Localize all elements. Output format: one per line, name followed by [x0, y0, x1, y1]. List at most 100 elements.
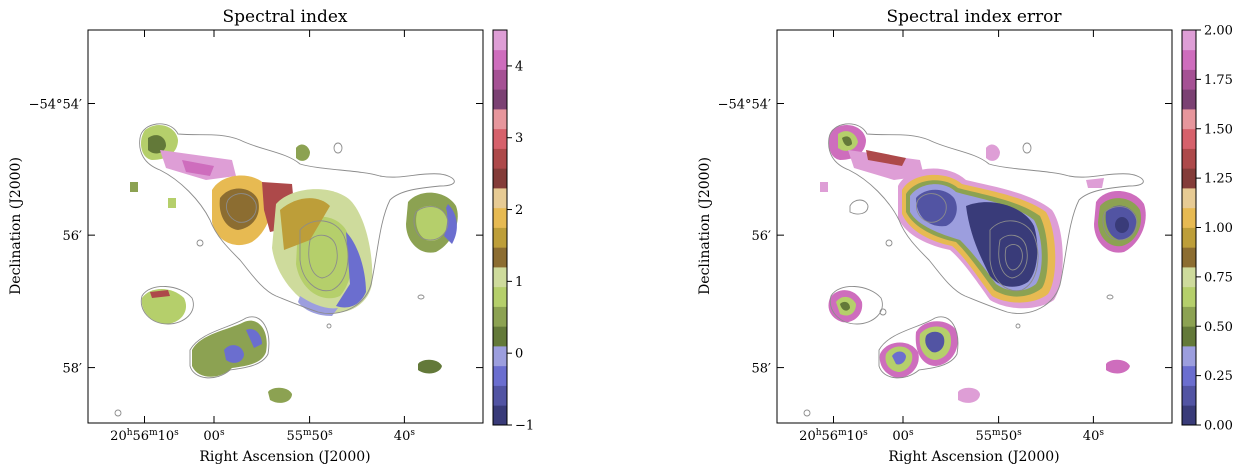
colorbar-segment — [493, 89, 507, 110]
colorbar-segment — [1182, 405, 1196, 426]
colorbar-segment — [1182, 385, 1196, 406]
colorbar-segment — [1182, 227, 1196, 248]
blob-c-gold — [280, 198, 330, 250]
ra-tick-label: 00s — [203, 428, 225, 444]
err-blob-a1-core — [842, 136, 852, 146]
colorbar-tick-label: 3 — [515, 131, 523, 146]
right-contours — [803, 123, 1144, 417]
blob-g — [268, 387, 292, 403]
err-blob-d-center — [1115, 217, 1129, 233]
err-blob-e-core — [840, 301, 850, 311]
colorbar-tick-label: 0 — [515, 347, 523, 362]
colorbar-segment — [493, 30, 507, 51]
contour-small-2 — [196, 239, 204, 247]
contour-small-3 — [417, 294, 425, 300]
spectral-index-error-panel: Spectral index error — [697, 7, 1233, 465]
colorbar-segment — [1182, 30, 1196, 51]
bridge-magenta — [182, 160, 214, 176]
right-ra-ticks: 20h56m10s 00s 55m50s 40s — [799, 30, 1104, 444]
left-xlabel: Right Ascension (J2000) — [199, 449, 370, 465]
colorbar-tick-label: 1 — [515, 275, 523, 290]
blob-c-edge — [298, 296, 338, 316]
spectral-index-panel: Spectral index — [8, 7, 534, 465]
err-blob-g — [958, 387, 980, 403]
colorbar-segment — [493, 346, 507, 367]
contour-inner-2 — [308, 234, 338, 279]
colorbar-tick-label: 2.00 — [1204, 24, 1233, 39]
colorbar-segment — [1182, 286, 1196, 307]
err-contour-small-2 — [885, 239, 893, 247]
colorbar-segment — [493, 405, 507, 426]
err-contour-inner-2 — [998, 234, 1028, 279]
colorbar-segment — [1182, 49, 1196, 70]
ra-tick-label: 20h56m10s — [110, 428, 179, 444]
left-colorbar: −1 0 1 2 3 4 — [492, 29, 534, 434]
right-xlabel: Right Ascension (J2000) — [888, 449, 1059, 465]
colorbar-segment — [1182, 247, 1196, 268]
contour-inner-3 — [226, 193, 257, 223]
colorbar-segment — [493, 168, 507, 189]
err-contour-lower-left — [829, 286, 883, 325]
err-contour-inner-4 — [916, 193, 947, 223]
contour-right — [413, 206, 449, 241]
colorbar-segment — [1182, 326, 1196, 347]
colorbar-segment — [493, 227, 507, 248]
err-contour-small-3 — [1106, 294, 1114, 300]
colorbar-segment — [493, 306, 507, 327]
err-contour-right — [1102, 206, 1138, 241]
right-colorbar: 0.00 0.25 0.50 0.75 1.00 1.25 1.50 1.75 2.00 — [1181, 24, 1233, 434]
right-frame — [776, 29, 1173, 424]
err-contour-inner-1 — [989, 220, 1039, 292]
colorbar-segment — [493, 326, 507, 347]
colorbar-segment — [493, 69, 507, 90]
colorbar-segment — [1182, 148, 1196, 169]
err-contour-small-5 — [803, 409, 811, 417]
colorbar-segment — [1182, 207, 1196, 228]
err-knot-1 — [820, 182, 828, 192]
right-dec-ticks: −54°54′ 56′ 58′ — [718, 97, 1172, 377]
err-contour-lower-mid — [878, 316, 959, 379]
contour-inner-1 — [299, 220, 349, 292]
err-bridge-red — [866, 150, 906, 166]
blob-c-blue — [336, 232, 366, 308]
blob-d-edge — [444, 204, 457, 244]
right-title: Spectral index error — [886, 7, 1062, 27]
colorbar-segment — [493, 109, 507, 130]
err-blob-f2-core — [925, 331, 945, 353]
left-frame — [87, 29, 484, 424]
colorbar-segment — [1182, 89, 1196, 110]
blob-a1-core — [148, 135, 166, 154]
colorbar-segment — [493, 267, 507, 288]
contour-lower-left — [140, 286, 194, 325]
colorbar-tick-label: 0.75 — [1204, 270, 1233, 285]
err-contour-small-1 — [1022, 142, 1032, 154]
ra-tick-label: 20h56m10s — [799, 428, 868, 444]
err-contour-inner-3 — [1004, 244, 1023, 271]
blob-e-accent — [150, 290, 170, 298]
colorbar-segment — [493, 247, 507, 268]
ra-tick-label: 55m50s — [975, 428, 1022, 444]
ra-tick-label: 00s — [892, 428, 914, 444]
dec-tick-label: 58′ — [63, 362, 83, 377]
colorbar-tick-label: 4 — [515, 59, 523, 74]
err-blob-f1-core — [892, 351, 906, 365]
err-contour-outer — [828, 123, 1144, 314]
colorbar-segment — [1182, 168, 1196, 189]
left-contours — [114, 123, 455, 417]
colorbar-tick-label: 2 — [515, 203, 523, 218]
colorbar-tick-label: 0.50 — [1204, 320, 1233, 335]
colorbar-tick-label: 1.50 — [1204, 122, 1233, 137]
colorbar-segment — [1182, 109, 1196, 130]
ra-tick-label: 40s — [394, 428, 416, 444]
colorbar-segment — [1182, 128, 1196, 149]
left-ylabel: Declination (J2000) — [8, 157, 24, 295]
colorbar-segment — [1182, 267, 1196, 288]
knot-1 — [130, 182, 138, 192]
knot-3 — [296, 144, 310, 161]
left-dec-ticks: −54°54′ 56′ 58′ — [29, 97, 483, 377]
colorbar-segment — [493, 188, 507, 209]
colorbar-segment — [493, 286, 507, 307]
colorbar-segment — [493, 385, 507, 406]
colorbar-segment — [1182, 188, 1196, 209]
